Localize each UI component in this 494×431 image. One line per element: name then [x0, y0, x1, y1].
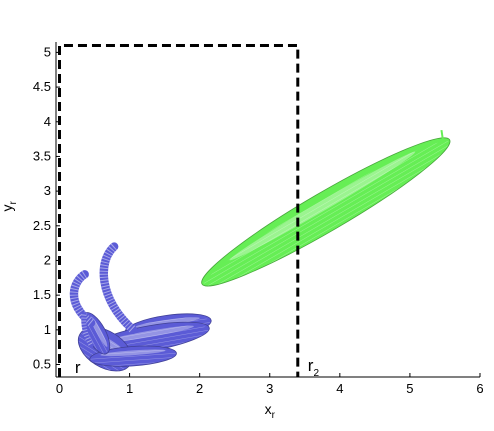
surface-tip [440, 129, 445, 144]
axes: 0 1 2 3 4 5 6 0.5 1 1.5 2 2.5 3 3.5 4 4.5 5 xr yr [0, 42, 484, 421]
surface-ellipse-highlight [105, 325, 194, 343]
y-tick-label: 0.5 [33, 357, 51, 372]
region-label: r2 [308, 356, 320, 379]
y-tick-label: 2 [44, 252, 51, 267]
surface-tube [81, 312, 94, 348]
series-layer [69, 129, 452, 372]
series-0 [201, 129, 452, 288]
x-tick-label: 6 [476, 381, 483, 396]
surface-ellipse-edge [201, 137, 451, 287]
surface-tube [99, 242, 138, 335]
y-axis-label: yr [0, 201, 19, 212]
x-tick-label: 0 [56, 381, 63, 396]
y-tick-label: 1.5 [33, 287, 51, 302]
region-layer: r2 [58, 43, 320, 379]
y-tick-label: 5 [44, 44, 51, 59]
surface-tube-mesh [99, 243, 136, 333]
partial-region-label: r [75, 358, 81, 377]
label-layer: r [75, 358, 81, 377]
x-tick-label: 3 [266, 381, 273, 396]
surface-ellipse-highlight [229, 151, 416, 261]
surface-ellipse-mesh [203, 140, 452, 288]
y-tick-label: 4 [44, 114, 51, 129]
surface-ellipse-mesh [89, 349, 177, 367]
y-tick-label: 3 [44, 183, 51, 198]
x-tick-label: 5 [406, 381, 413, 396]
region-boundary [58, 43, 300, 377]
x-axis-label: xr [265, 401, 276, 421]
x-tick-label: 2 [196, 381, 203, 396]
surface-tube-mesh [69, 270, 94, 327]
x-tick-label: 4 [336, 381, 343, 396]
series-1 [69, 242, 212, 372]
surface-ellipse-edge [89, 345, 177, 367]
y-tick-label: 3.5 [33, 148, 51, 163]
y-tick-label: 1 [44, 322, 51, 337]
x-tick-label: 1 [126, 381, 133, 396]
y-tick-label: 4.5 [33, 79, 51, 94]
y-tick-label: 2.5 [33, 218, 51, 233]
surface-ellipse-highlight [100, 349, 166, 357]
